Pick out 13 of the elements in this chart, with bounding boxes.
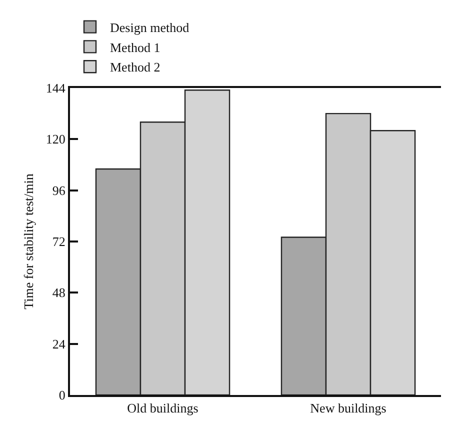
y-tick-label: 24 [52,336,66,352]
legend-label: Method 1 [110,40,160,55]
y-tick-label: 120 [46,132,66,147]
x-tick-label: New buildings [310,400,386,416]
y-tick-label: 0 [58,388,66,403]
y-tick-label: 144 [46,80,66,96]
y-axis-title: Time for stability test/min [21,173,36,310]
y-tick-label: 72 [52,234,66,250]
y-tick-label: 48 [52,285,66,300]
y-tick-label: 96 [52,182,66,198]
legend-label: Method 2 [110,60,160,75]
legend-label: Design method [110,20,190,35]
x-tick-label: Old buildings [127,400,198,416]
